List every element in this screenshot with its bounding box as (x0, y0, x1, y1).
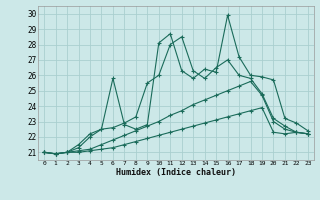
X-axis label: Humidex (Indice chaleur): Humidex (Indice chaleur) (116, 168, 236, 177)
